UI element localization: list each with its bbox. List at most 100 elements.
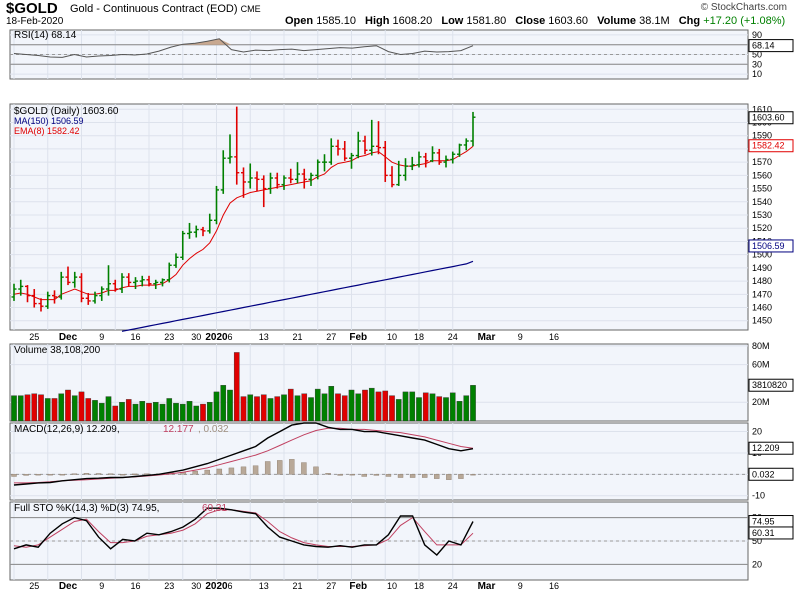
volume-bar bbox=[200, 403, 206, 422]
volume-last-label: 3810820 bbox=[752, 380, 787, 390]
exchange-label: CME bbox=[240, 4, 261, 14]
ema8-last-label-box bbox=[748, 139, 794, 153]
macd-histogram-bar bbox=[252, 465, 259, 475]
volume-bar bbox=[132, 403, 139, 422]
price-tick-label: 1570 bbox=[752, 157, 772, 167]
x-axis-label-bottom: 18 bbox=[414, 581, 424, 591]
volume-bar bbox=[44, 398, 51, 422]
macd-histogram-bar bbox=[421, 474, 428, 478]
low-label: Low bbox=[441, 15, 464, 27]
macd-histogram-bar bbox=[289, 459, 295, 475]
chart-date: 18-Feb-2020 bbox=[6, 16, 64, 27]
volume-bar bbox=[409, 391, 416, 422]
chg-value: +17.20 (+1.08%) bbox=[703, 15, 786, 27]
rsi-tick-label: 90 bbox=[752, 30, 762, 40]
macd-histogram-bar bbox=[458, 474, 464, 479]
price-tick-label: 1610 bbox=[752, 104, 772, 114]
volume-bar bbox=[362, 389, 368, 422]
volume-legend: Volume 38,108,200 bbox=[14, 345, 101, 356]
volume-bar bbox=[328, 386, 335, 422]
macd-histogram-bar bbox=[434, 474, 440, 479]
volume-bar bbox=[17, 395, 24, 422]
x-axis-label: 6 bbox=[227, 332, 232, 342]
x-axis-label-bottom: 2020 bbox=[205, 581, 228, 591]
volume-bar bbox=[227, 389, 233, 422]
volume-bar bbox=[38, 394, 44, 422]
chg-label: Chg bbox=[678, 15, 701, 27]
volume-bar bbox=[470, 385, 476, 422]
volume-tick-label: 80M bbox=[752, 341, 770, 351]
volume-bar bbox=[173, 402, 179, 422]
volume-bar bbox=[274, 396, 281, 422]
volume-bar bbox=[58, 393, 65, 422]
price-tick-label: 1460 bbox=[752, 303, 772, 313]
volume-bar bbox=[422, 392, 429, 422]
x-axis-label-bottom: 13 bbox=[259, 581, 269, 591]
volume-bar bbox=[152, 402, 159, 422]
volume-bar bbox=[51, 398, 58, 422]
macd-histogram-bar bbox=[216, 468, 223, 475]
close-label: Close bbox=[515, 15, 546, 27]
volume-bar bbox=[355, 393, 362, 422]
volume-bar bbox=[449, 392, 456, 422]
symbol-description: Gold - Continuous Contract (EOD) CME bbox=[70, 3, 261, 15]
volume-bar bbox=[267, 398, 274, 422]
volume-last-label-box bbox=[748, 378, 794, 392]
x-axis-label: 27 bbox=[326, 332, 336, 342]
x-axis-label-bottom: 16 bbox=[130, 581, 140, 591]
x-axis-label-bottom: Mar bbox=[478, 581, 496, 591]
volume-bar bbox=[395, 399, 402, 422]
sto-tick-label: 20 bbox=[752, 559, 762, 569]
x-axis-label-bottom: 10 bbox=[387, 581, 397, 591]
sto-tick-label: 50 bbox=[752, 536, 762, 546]
macd-hist-legend: , 0.032 bbox=[198, 424, 229, 435]
rsi-tick-label: 50 bbox=[752, 50, 762, 60]
macd-histogram-bar bbox=[325, 473, 331, 475]
macd-histogram-bar bbox=[373, 474, 380, 476]
volume-label: Volume bbox=[597, 15, 637, 27]
macd-histogram-bar bbox=[446, 474, 452, 480]
x-axis-label: 10 bbox=[387, 332, 397, 342]
volume-bar bbox=[389, 395, 395, 422]
volume-bar bbox=[206, 402, 213, 422]
macd-histogram-bar bbox=[240, 466, 247, 475]
x-axis-label: 30 bbox=[191, 332, 201, 342]
volume-bar bbox=[112, 405, 119, 422]
macd-panel bbox=[9, 422, 749, 501]
volume-bar bbox=[429, 393, 436, 422]
volume-tick-label: 60M bbox=[752, 360, 770, 370]
macd-histogram-bar bbox=[313, 466, 319, 475]
volume-bar bbox=[125, 399, 132, 422]
price-tick-label: 1470 bbox=[752, 289, 772, 299]
x-axis-label-bottom: 25 bbox=[29, 581, 39, 591]
volume-bar bbox=[92, 400, 98, 422]
high-label: High bbox=[365, 15, 390, 27]
rsi-legend: RSI(14) 68.14 bbox=[14, 30, 77, 41]
price-tick-label: 1520 bbox=[752, 223, 772, 233]
volume-bar bbox=[314, 388, 321, 422]
volume-bar bbox=[71, 395, 78, 422]
symbol-title: $GOLD bbox=[6, 0, 58, 17]
macd-histogram-bar bbox=[337, 474, 343, 476]
volume-bar bbox=[341, 395, 348, 422]
x-axis-label-bottom: 23 bbox=[164, 581, 174, 591]
chart-header: $GOLD Gold - Continuous Contract (EOD) C… bbox=[0, 0, 795, 28]
price-tick-label: 1450 bbox=[752, 316, 772, 326]
macd-histogram-bar bbox=[23, 474, 29, 476]
x-axis-label-bottom: 16 bbox=[549, 581, 559, 591]
sto-k-last-label: 74.95 bbox=[752, 517, 775, 527]
volume-bar bbox=[11, 395, 17, 422]
volume-bar bbox=[159, 403, 166, 422]
volume-bar bbox=[220, 385, 227, 422]
price-tick-label: 1530 bbox=[752, 210, 772, 220]
volume-bar bbox=[247, 394, 254, 422]
macd-histogram-bar bbox=[144, 473, 150, 475]
rsi-tick-label: 10 bbox=[752, 69, 762, 79]
sto-legend: Full STO %K(14,3) %D(3) 74.95, bbox=[14, 503, 159, 514]
open-label: Open bbox=[285, 15, 314, 27]
description-text: Gold - Continuous Contract (EOD) bbox=[70, 3, 238, 15]
macd-histogram-bar bbox=[385, 474, 392, 477]
ema8-legend: EMA(8) 1582.42 bbox=[14, 126, 80, 136]
volume-bar bbox=[308, 397, 314, 422]
x-axis-label: 2020 bbox=[205, 332, 228, 343]
